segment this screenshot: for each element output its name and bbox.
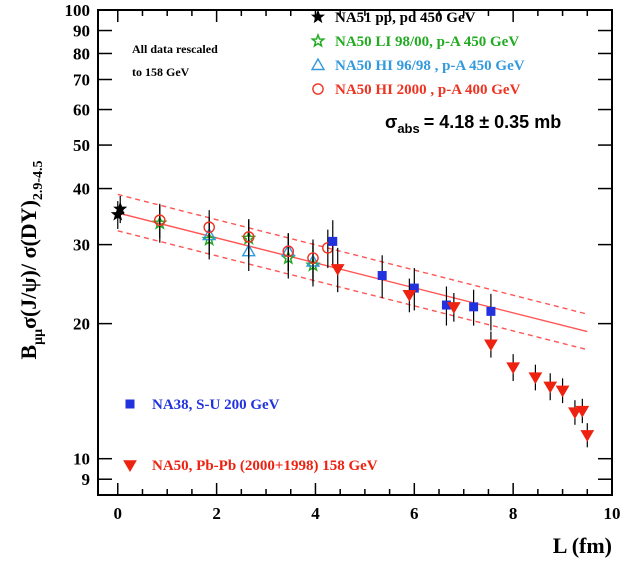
data-point-series-4: [486, 306, 496, 316]
axis-ticks: [98, 9, 613, 495]
y-tick-label: 20: [73, 315, 90, 334]
x-tick-label: 10: [604, 504, 621, 523]
legend-marker: [310, 9, 326, 24]
data-point-series-3: [282, 245, 295, 258]
data-point-series-3: [242, 231, 255, 243]
legend-label: NA50, Pb-Pb (2000+1998) 158 GeV: [152, 458, 378, 474]
data-point-series-4: [469, 302, 479, 312]
ylabel-part: B: [16, 345, 41, 360]
y-axis-title: Bμμσ(J/ψ)/ σ(DY)2.9-4.5: [16, 160, 46, 359]
y-tick-label: 60: [73, 101, 90, 120]
plot-frame: [97, 9, 613, 496]
legend-label: NA50 LI 98/00, p-A 450 GeV: [335, 34, 519, 50]
legend-label: NA38, S-U 200 GeV: [152, 397, 280, 413]
data-point-series-5: [555, 385, 570, 398]
legend-top: NA51 pp, pd 450 GeV NA50 LI 98/00, p-A 45…: [310, 9, 525, 98]
legend-marker: [312, 83, 324, 95]
y-tick-label: 50: [73, 136, 90, 155]
y-tick-label: 100: [65, 1, 91, 20]
data-point-series-5: [568, 407, 582, 420]
data-point-series-4: [328, 236, 338, 246]
x-tick-label: 2: [212, 504, 221, 523]
rescale-note-line-2: to 158 GeV: [132, 65, 190, 79]
data-point-series-5: [580, 430, 595, 442]
y-tick-label: 10: [73, 450, 90, 469]
sigma-subscript: abs: [397, 121, 419, 136]
ylabel-subscript: 2.9-4.5: [31, 160, 46, 200]
y-tick-label: 9: [82, 470, 91, 489]
data-point-series-4: [441, 300, 451, 310]
data-point-series-5: [402, 289, 417, 302]
data-point-series-5: [506, 362, 521, 375]
data-point-series-5: [446, 302, 461, 314]
y-tick-label: 80: [73, 44, 90, 63]
legend-marker: [310, 32, 326, 48]
sigma-abs-label: σabs = 4.18 ± 0.35 mb: [385, 112, 561, 136]
x-axis-title: L (fm): [553, 533, 612, 558]
y-tick-label: 90: [73, 22, 90, 41]
legend-marker: [125, 399, 135, 409]
data-point-series-4: [377, 271, 387, 281]
legend-label: NA51 pp, pd 450 GeV: [335, 10, 476, 26]
y-tick-label: 30: [73, 236, 90, 255]
data-point-series-3: [307, 252, 319, 264]
data-point-series-3: [153, 214, 166, 227]
legend-marker: [123, 460, 137, 472]
x-tick-label: 6: [410, 504, 419, 523]
y-tick-label: 40: [73, 180, 90, 199]
data-point-series-4: [409, 283, 419, 293]
fit-line-upper: [117, 193, 588, 315]
fit-line-lower: [117, 230, 588, 351]
rescale-note-line-1: All data rescaled: [132, 42, 218, 56]
data-point-series-5: [330, 264, 345, 276]
legend-label: NA50 HI 2000 , p-A 400 GeV: [335, 82, 521, 98]
fit-line-center: [117, 212, 588, 333]
x-tick-label: 8: [509, 504, 518, 523]
data-point-series-5: [543, 381, 558, 394]
ylabel-subscript: μμ: [31, 329, 46, 345]
sigma-symbol: σ: [385, 112, 397, 132]
data-point-series-5: [484, 339, 498, 352]
legend-bottom: NA38, S-U 200 GeV NA50, Pb-Pb (2000+1998)…: [123, 397, 378, 474]
y-tick-label: 70: [73, 71, 90, 90]
fit-lines: [117, 193, 588, 351]
data-point-series-3: [203, 221, 216, 234]
x-tick-label: 4: [311, 504, 320, 523]
data-point-series-5: [528, 372, 543, 385]
legend-label: NA50 HI 96/98 , p-A 450 GeV: [335, 58, 525, 74]
data-point-series-5: [575, 405, 590, 418]
ylabel-part: σ(J/ψ)/ σ(DY): [16, 200, 41, 329]
sigma-value: = 4.18 ± 0.35 mb: [424, 112, 561, 132]
legend-marker: [310, 57, 326, 71]
x-tick-label: 0: [114, 504, 123, 523]
data-point-series-0: [113, 201, 128, 216]
data-points: [110, 196, 595, 448]
